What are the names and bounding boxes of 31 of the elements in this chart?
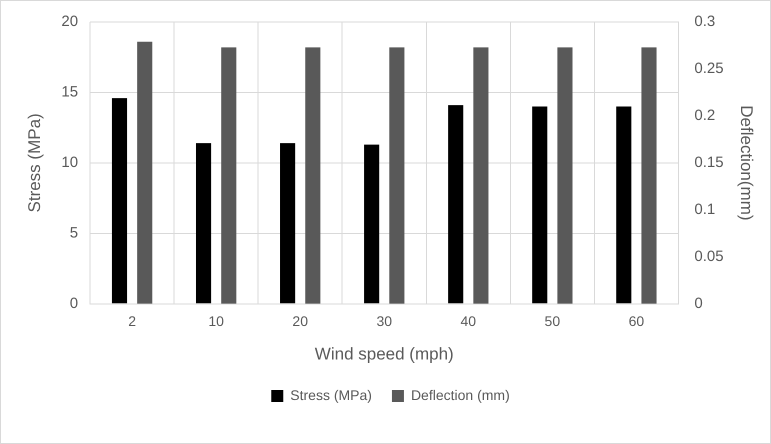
x-tick-label: 2: [128, 313, 136, 330]
bar: [280, 143, 296, 304]
y-tick-label: 20: [61, 13, 78, 30]
y2-tick-label: 0.1: [694, 201, 716, 218]
bar: [112, 98, 128, 304]
x-axis-title: Wind speed (mph): [314, 344, 454, 364]
legend-label: Deflection (mm): [410, 386, 510, 403]
y2-tick-label: 0.05: [694, 248, 724, 265]
y-axis-title: Stress (MPa): [24, 113, 44, 212]
x-tick-label: 60: [628, 313, 644, 330]
y-tick-label: 15: [61, 84, 78, 101]
y-tick-label: 0: [70, 294, 78, 312]
y2-tick-label: 0: [694, 294, 703, 312]
bar: [616, 106, 632, 304]
x-tick-label: 50: [544, 313, 560, 330]
y2-axis-title: Deflection(mm): [737, 105, 756, 221]
bar: [364, 144, 380, 304]
x-tick-label: 10: [208, 313, 224, 330]
x-tick-label: 40: [460, 313, 476, 330]
x-tick-label: 20: [292, 313, 308, 330]
bar: [448, 105, 464, 304]
y2-tick-label: 0.15: [694, 154, 724, 172]
y-tick-label: 10: [61, 154, 78, 172]
x-tick-label: 30: [376, 313, 392, 330]
y2-tick-label: 0.25: [694, 60, 724, 78]
y2-tick-label: 0.3: [694, 13, 716, 30]
bar: [532, 106, 548, 304]
legend-label: Stress (MPa): [290, 386, 372, 403]
y2-tick-label: 0.2: [694, 107, 716, 124]
y-tick-label: 5: [70, 224, 78, 242]
bar: [196, 143, 212, 304]
